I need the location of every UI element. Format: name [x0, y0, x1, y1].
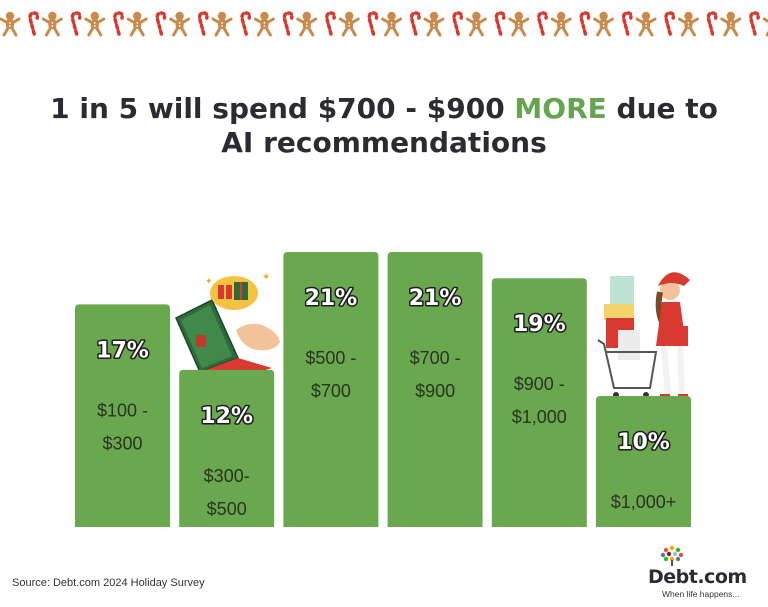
gingerbread-icon: [465, 11, 487, 37]
shopper-woman-icon: [597, 272, 695, 398]
gingerbread-border: [0, 11, 768, 37]
bar-category-label: $1,000: [512, 407, 567, 427]
candy-cane-icon: [70, 11, 82, 36]
bar-category-label: $1,000+: [611, 492, 677, 512]
candy-cane-icon: [197, 11, 209, 36]
gingerbread-icon: [720, 11, 742, 37]
candy-cane-icon: [113, 11, 124, 36]
bar: [596, 396, 691, 527]
candy-cane-icon: [240, 11, 252, 36]
gingerbread-icon: [253, 11, 275, 37]
svg-text:✦: ✦: [205, 276, 213, 286]
bar: [387, 252, 483, 527]
gingerbread-icon: [0, 11, 21, 37]
bar: [491, 278, 587, 527]
candy-cane-icon: [537, 11, 548, 36]
gingerbread-icon: [593, 11, 615, 37]
title-part-2: due to: [606, 92, 718, 125]
gingerbread-icon: [211, 11, 233, 37]
title-highlight: MORE: [514, 92, 607, 125]
bar-category-label: $700: [311, 381, 351, 401]
source-note: Source: Debt.com 2024 Holiday Survey: [12, 577, 205, 589]
bar-category-label: $300: [102, 433, 142, 453]
gingerbread-icon: [41, 11, 63, 37]
gingerbread-icon: [423, 11, 445, 37]
candy-cane-icon: [579, 11, 591, 36]
bar-category-label: $900 -: [514, 374, 565, 394]
gingerbread-icon: [550, 11, 572, 37]
bar-value-label: 17%: [96, 338, 149, 363]
candy-cane-icon: [28, 11, 40, 36]
bar-category-label: $100 -: [97, 400, 148, 420]
logo-wordmark: Debt.com: [648, 566, 747, 588]
candy-cane-icon: [749, 11, 760, 36]
svg-text:✦: ✦: [262, 272, 270, 283]
gingerbread-icon: [169, 11, 191, 37]
bar: [283, 252, 379, 527]
candy-cane-icon: [367, 11, 379, 36]
gingerbread-icon: [677, 11, 699, 37]
bar-value-label: 12%: [200, 404, 253, 429]
chart-title: 1 in 5 will spend $700 - $900 MORE due t…: [0, 92, 768, 160]
candy-cane-icon: [409, 11, 421, 36]
bar-value-label: 19%: [513, 312, 566, 337]
bar-value-label: 10%: [617, 430, 670, 455]
gingerbread-icon: [126, 11, 148, 37]
candy-cane-icon: [282, 11, 294, 36]
gingerbread-icon: [296, 11, 318, 37]
candy-cane-icon: [621, 11, 633, 36]
bar-category-label: $900: [415, 381, 455, 401]
candy-cane-icon: [664, 11, 676, 36]
laptop-gift-icon: ✦ ✦: [175, 272, 280, 380]
gingerbread-icon: [338, 11, 360, 37]
bar: [179, 369, 275, 527]
gingerbread-icon: [635, 11, 657, 37]
logo-tagline: When life happens...: [662, 589, 740, 599]
candy-cane-icon: [706, 11, 718, 36]
candy-cane-icon: [452, 11, 464, 36]
title-part-1: 1 in 5 will spend $700 - $900: [50, 92, 515, 125]
bar-category-label: $300-: [204, 466, 250, 486]
bar-category-label: $700 -: [410, 348, 461, 368]
bar-value-label: 21%: [305, 286, 358, 311]
gingerbread-icon: [381, 11, 403, 37]
bar-category-label: $500 -: [305, 348, 356, 368]
bar-category-label: $500: [207, 499, 247, 519]
bar-value-label: 21%: [409, 286, 462, 311]
bar: [75, 304, 170, 527]
debt-logo-tree-icon: [660, 545, 684, 566]
candy-cane-icon: [325, 11, 336, 36]
candy-cane-icon: [494, 11, 506, 36]
candy-cane-icon: [155, 11, 167, 36]
title-line-2: AI recommendations: [221, 126, 547, 159]
gingerbread-icon: [84, 11, 106, 37]
gingerbread-icon: [508, 11, 530, 37]
